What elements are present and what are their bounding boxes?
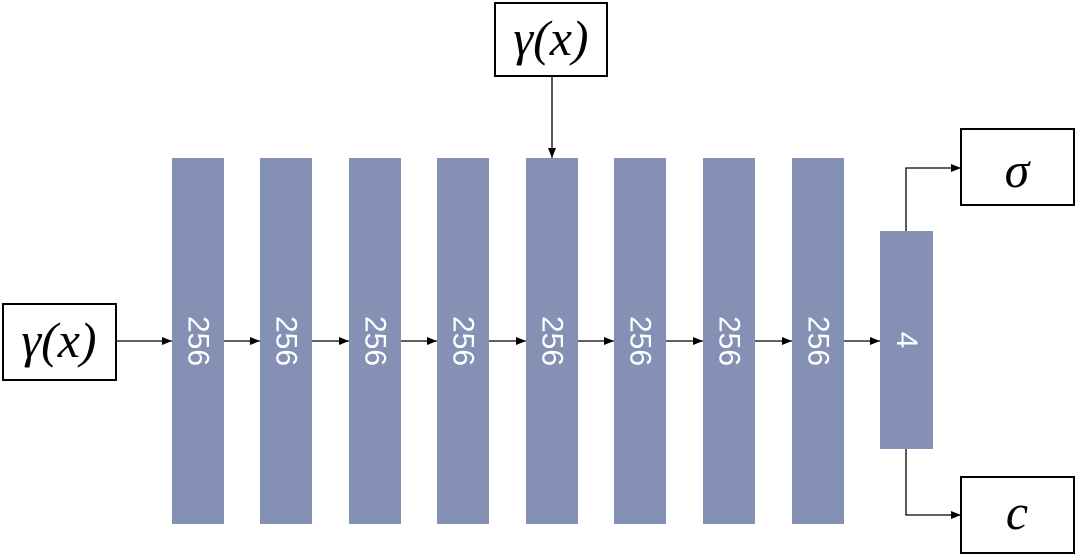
layer-label: 256: [536, 316, 569, 366]
layer-label: 256: [802, 316, 835, 366]
output-sigma: σ: [960, 128, 1075, 206]
layer: [349, 158, 401, 524]
skip-input-box: [494, 2, 608, 77]
layer: [437, 158, 489, 524]
output-box: [960, 128, 1075, 206]
input-box: [2, 303, 117, 381]
layer: [792, 158, 844, 524]
input-node: γ(x): [2, 303, 117, 381]
output-layer-label: 4: [890, 332, 923, 349]
layer-label: 256: [182, 316, 215, 366]
layer: [260, 158, 312, 524]
skip-input-node: γ(x): [494, 2, 608, 77]
output-color: c: [960, 476, 1075, 554]
layer: [614, 158, 666, 524]
layer: [703, 158, 755, 524]
layer-label: 256: [624, 316, 657, 366]
layer: [172, 158, 224, 524]
arrow: [905, 449, 961, 519]
output-label: σ: [1005, 142, 1032, 198]
output-label: c: [1006, 484, 1028, 540]
layer: [526, 158, 578, 524]
input-label: γ(x): [21, 312, 96, 368]
layer-label: 256: [713, 316, 746, 366]
arrow: [905, 164, 961, 231]
skip-input-label: γ(x): [513, 10, 588, 66]
output-layer: [880, 231, 933, 449]
layer-label: 256: [447, 316, 480, 366]
layers: 256 256 256 256 256 256 256 256 4: [172, 158, 933, 524]
layer-label: 256: [270, 316, 303, 366]
output-box: [960, 476, 1075, 554]
layer-label: 256: [359, 316, 392, 366]
